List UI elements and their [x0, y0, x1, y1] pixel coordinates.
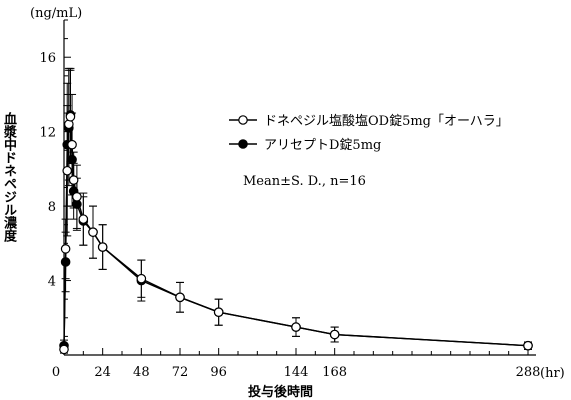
data-point-open	[136, 273, 147, 284]
data-point-open	[68, 175, 79, 185]
x-tick-label: 48	[133, 365, 150, 380]
series-markers	[59, 110, 533, 355]
legend: ドネペジル塩酸塩OD錠5mg「オーハラ」アリセプトD錠5mg	[229, 114, 509, 153]
data-point-open	[291, 322, 301, 332]
annotation: Mean±S. D., n=16	[243, 174, 366, 189]
x-axis-title: 投与後時間	[248, 384, 313, 400]
x-tick-label: 0	[52, 365, 60, 380]
x-tick-label: 144	[284, 365, 309, 380]
legend-marker	[238, 139, 248, 149]
data-point-open	[72, 192, 82, 202]
x-tick-label: 288	[516, 365, 541, 380]
data-point-filled	[60, 257, 71, 267]
data-point-open	[213, 307, 224, 317]
data-point-open	[62, 165, 73, 176]
legend-marker	[238, 115, 248, 125]
y-tick-label: 12	[39, 126, 56, 141]
data-point-open	[65, 111, 76, 122]
x-tick-label: 168	[322, 365, 347, 380]
legend-label: アリセプトD錠5mg	[264, 138, 381, 153]
data-point-open	[97, 242, 108, 252]
data-point-filled	[67, 154, 77, 165]
y-axis-title: 血漿中ドネペジル濃度	[1, 112, 16, 242]
x-tick-label: 72	[172, 365, 189, 380]
data-point-open	[67, 139, 77, 150]
data-point-open	[59, 344, 69, 355]
y-tick-label: 4	[48, 275, 56, 290]
data-point-open	[175, 292, 185, 303]
x-tick-label: 24	[94, 365, 111, 380]
y-tick-label: 16	[39, 51, 56, 66]
legend-label: ドネペジル塩酸塩OD錠5mg「オーハラ」	[264, 114, 509, 129]
data-point-open	[523, 340, 533, 351]
data-point-open	[88, 227, 98, 237]
data-point-open	[78, 214, 89, 224]
y-tick-label: 8	[48, 200, 56, 215]
data-point-open	[329, 329, 340, 340]
error-bars	[60, 67, 532, 354]
x-axis-unit: (hr)	[540, 366, 565, 381]
x-tick-label: 96	[210, 365, 227, 380]
data-point-open	[60, 244, 71, 254]
y-axis-unit: (ng/mL)	[30, 6, 82, 21]
